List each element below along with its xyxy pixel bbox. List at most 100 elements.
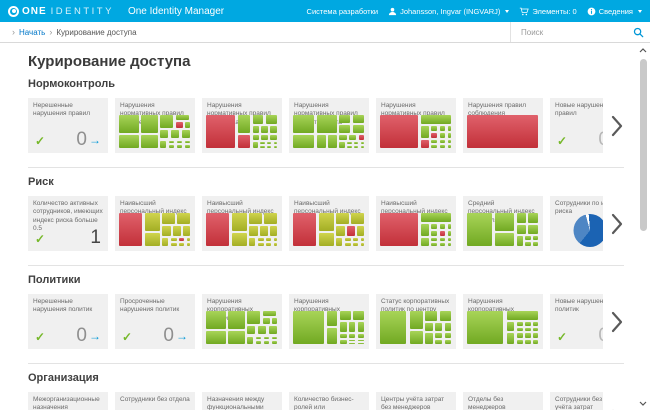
dashboard-card[interactable]: Нарушения нормативных правил по отделам (115, 98, 195, 153)
treemap-tile (273, 237, 277, 241)
dashboard-card[interactable]: Межорганизационные назначения (28, 392, 108, 410)
dashboard-section: Риск Количество активных сотрудников, име… (28, 176, 650, 266)
search-input[interactable] (519, 26, 633, 38)
kpi-value-group: 1 (90, 228, 101, 247)
treemap-tile (439, 230, 446, 236)
treemap-tile (252, 141, 258, 148)
treemap-tile (352, 125, 364, 134)
treemap-tile (357, 226, 364, 236)
treemap-tile (160, 115, 174, 129)
treemap-tile (525, 242, 531, 246)
treemap-tile (439, 132, 446, 138)
system-menu-item[interactable]: Система разработки (307, 7, 379, 16)
dashboard-card[interactable]: Количество бизнес-ролей или организаций, (289, 392, 369, 410)
dashboard-card[interactable]: Средний персональный индекс риска для (463, 196, 543, 251)
treemap-tile (273, 141, 277, 145)
treemap-tile (506, 322, 515, 332)
treemap-tile (516, 339, 523, 344)
treemap-tile (318, 213, 334, 231)
treemap-tile (249, 237, 256, 246)
treemap-tile (185, 122, 190, 129)
info-menu-item[interactable]: Сведения (587, 7, 642, 16)
treemap-tile (270, 226, 277, 236)
treemap-tile (339, 115, 351, 124)
kpi-value: 0 (76, 324, 87, 346)
scrollbar-thumb[interactable] (639, 59, 647, 231)
dashboard-card[interactable]: Наивысший персональный индекс (376, 196, 456, 251)
treemap-tile (525, 322, 531, 326)
section-divider (28, 363, 624, 364)
dashboard-card[interactable]: Наивысший персональный индекс (115, 196, 195, 251)
dashboard-card[interactable]: Сотрудники по индексу риска (550, 196, 603, 251)
treemap-tile (516, 328, 523, 332)
dashboard-card[interactable]: Количество активных сотрудников, имеющих… (28, 196, 108, 251)
scroll-right-button[interactable] (606, 308, 628, 335)
chevron-right-icon (611, 311, 623, 332)
scroll-down-arrow[interactable] (637, 398, 649, 408)
treemap-chart (380, 213, 452, 247)
dashboard-card[interactable]: Нарушения нормативных правил по центру у… (289, 98, 369, 153)
treemap-chart (206, 115, 278, 149)
treemap-tile (347, 145, 352, 148)
treemap-tile (261, 126, 268, 133)
scroll-right-button[interactable] (606, 210, 628, 237)
dashboard-card[interactable]: Нарушения правил соблюдения положений (463, 98, 543, 153)
arrow-right-icon[interactable]: → (89, 329, 101, 343)
dashboard-card[interactable]: Нерешенные нарушения правил ✓ 0 → (28, 98, 108, 153)
treemap-tile (425, 333, 433, 344)
kpi-indicator: ✓ 1 (35, 228, 101, 247)
scroll-right-button[interactable] (606, 406, 628, 410)
dashboard-card[interactable]: Сотрудники без центра учёта затрат (550, 392, 603, 410)
search-icon[interactable] (633, 27, 644, 38)
dashboard-card[interactable]: Отделы без менеджеров (463, 392, 543, 410)
treemap-tile (257, 326, 267, 335)
dashboard-card[interactable]: Просроченные нарушения политик ✓ 0 → (115, 294, 195, 349)
treemap-tile (231, 213, 247, 231)
dashboard-card[interactable]: Статус корпоративных политик по центру у… (376, 294, 456, 349)
card-row-viewport: Нерешенные нарушения правил ✓ 0 → Нарушения … (28, 98, 603, 153)
treemap-tile (318, 232, 334, 246)
dashboard-card[interactable]: Наивысший персональный индекс (289, 196, 369, 251)
treemap-tile (421, 126, 429, 138)
dashboard-card[interactable]: Нарушения нормативных правил по ролям (376, 98, 456, 153)
treemap-tile (257, 242, 265, 246)
arrow-right-icon[interactable]: → (89, 133, 101, 147)
card-row: Нерешенные нарушения правил ✓ 0 → Нарушения … (28, 98, 628, 153)
dashboard-card[interactable]: Нарушения нормативных правил по участкам (202, 98, 282, 153)
section-title: Риск (28, 176, 54, 188)
dashboard-card[interactable]: Нарушения корпоративных политик (463, 294, 543, 349)
dashboard-card[interactable]: Нарушения корпоративных политик (202, 294, 282, 349)
dashboard-card[interactable]: Новые нарушения правил✓0 (550, 98, 603, 153)
user-menu-item[interactable]: Johansson, Ingvar (INGVARJ) (388, 7, 510, 16)
cart-menu-item[interactable]: Элементы: 0 (519, 7, 577, 16)
treemap-tile (162, 213, 175, 225)
treemap-tile (249, 213, 262, 225)
dashboard-card[interactable]: Новые нарушения политик✓0 (550, 294, 603, 349)
treemap-tile (168, 145, 175, 148)
dashboard-card[interactable]: Сотрудники без отдела (115, 392, 195, 410)
breadcrumb-home-link[interactable]: Начать (19, 27, 46, 37)
kpi-value-group: 0 → (76, 324, 101, 346)
treemap-tile (439, 242, 446, 246)
card-title: Количество активных сотрудников, имеющих… (33, 200, 103, 233)
dashboard-card[interactable]: Наивысший персональный индекс (202, 196, 282, 251)
treemap-tile (347, 226, 355, 236)
card-row-viewport: Количество активных сотрудников, имеющих… (28, 196, 603, 251)
logo-text-one: ONE (22, 5, 47, 17)
treemap-tile (467, 115, 538, 148)
section-title: Политики (28, 274, 81, 286)
dashboard-card[interactable]: Назначения между функциональными (202, 392, 282, 410)
treemap-tile (349, 339, 356, 342)
treemap-tile (175, 122, 183, 129)
dashboard-card[interactable]: Центры учёта затрат без менеджеров (376, 392, 456, 410)
dashboard-card[interactable]: Нарушения корпоративных политик (289, 294, 369, 349)
treemap-tile (435, 333, 443, 338)
treemap-tile (344, 242, 352, 246)
scroll-right-button[interactable] (606, 112, 628, 139)
arrow-right-icon[interactable]: → (176, 329, 188, 343)
treemap-tile (339, 333, 347, 338)
dashboard-card[interactable]: Нерешенные нарушения политик ✓ 0 → (28, 294, 108, 349)
scroll-up-arrow[interactable] (637, 45, 649, 55)
treemap-tile (162, 237, 169, 246)
treemap-tile (267, 145, 272, 148)
